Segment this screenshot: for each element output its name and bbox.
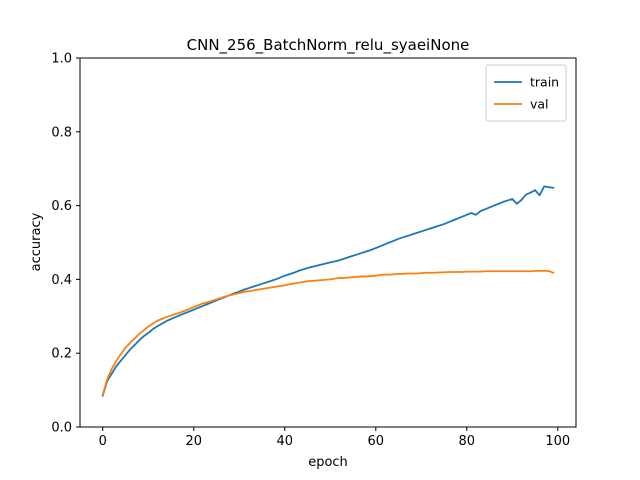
axes-frame: [79, 57, 577, 428]
y-tick-label: 0.2: [51, 347, 72, 362]
x-axis-label: epoch: [308, 455, 348, 470]
legend-label-train: train: [530, 75, 559, 90]
x-tick-label: 100: [545, 434, 570, 449]
x-tick-label: 20: [185, 434, 202, 449]
y-tick-label: 1.0: [51, 52, 72, 67]
series-line-val: [101, 270, 555, 396]
x-tick-label: 80: [459, 434, 476, 449]
y-tick-label: 0.0: [51, 421, 72, 436]
y-tick-label: 0.4: [51, 273, 72, 288]
y-tick-label: 0.6: [51, 199, 72, 214]
legend-box: [485, 64, 567, 122]
plot-area: 0 20 40 60 80 100 0.0 0.2 0.4 0.6 0.8 1.0: [51, 52, 577, 449]
legend-label-val: val: [530, 97, 549, 112]
x-tick-label: 60: [368, 434, 385, 449]
series-line-train: [101, 185, 555, 397]
chart-title: CNN_256_BatchNorm_relu_syaeiNone: [187, 36, 470, 55]
y-axis-label: accuracy: [29, 212, 44, 271]
y-tick-label: 0.8: [51, 125, 72, 140]
x-tick-label: 40: [276, 434, 293, 449]
x-tick-label: 0: [99, 434, 107, 449]
legend: train val: [485, 64, 567, 122]
